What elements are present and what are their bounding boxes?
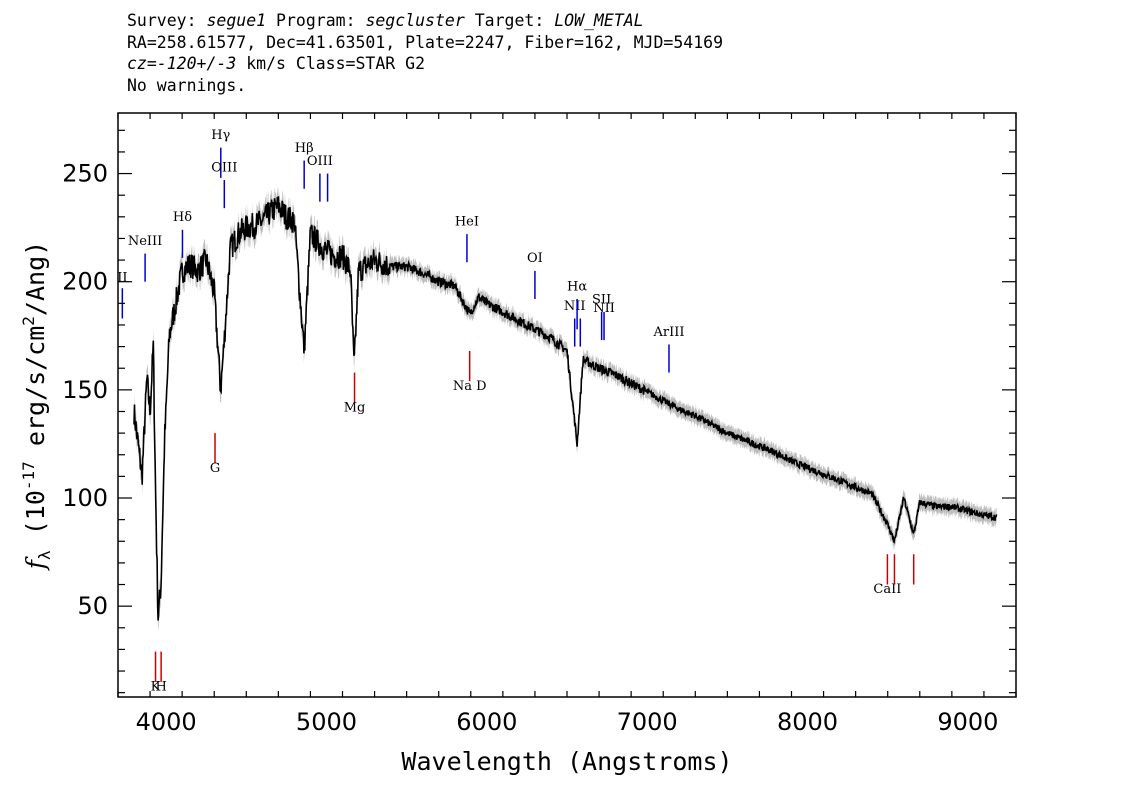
redshift-value: cz=-120+/-3: [127, 54, 237, 73]
emission-label-oiii: OIII: [307, 154, 333, 169]
spectrum-header: Survey: segue1 Program: segcluster Targe…: [127, 10, 723, 96]
absorption-label-k: K: [151, 680, 161, 695]
absorption-label-h: H: [155, 680, 166, 695]
y-axis-label-exp2: 2: [19, 316, 38, 326]
y-tick-label: 250: [62, 160, 108, 188]
x-tick-label: 9000: [937, 708, 998, 736]
y-tick-label: 200: [62, 268, 108, 296]
y-axis-label-close: /Ang): [21, 241, 50, 316]
emission-label-oi: OI: [527, 251, 543, 266]
emission-label-hei: HeI: [455, 214, 479, 229]
error-band-layer: [134, 185, 997, 632]
plot-frame: [117, 112, 1017, 698]
header-line-4: No warnings.: [127, 75, 247, 95]
x-tick-label: 5000: [296, 708, 357, 736]
x-tick-label: 7000: [617, 708, 678, 736]
emission-label-sii: SII: [592, 292, 611, 307]
y-axis-label-sub: λ: [35, 550, 54, 560]
x-tick-label: 8000: [777, 708, 838, 736]
survey-value: segue1: [206, 11, 267, 30]
emission-label-neiii: NeIII: [128, 234, 162, 249]
header-line-1: Survey: segue1 Program: segcluster Targe…: [127, 10, 723, 32]
emission-label-sii: NII: [593, 301, 615, 316]
header-line-3: cz=-120+/-3 km/s Class=STAR G2: [127, 53, 723, 75]
emission-label-ariii: ArIII: [652, 325, 684, 340]
absorption-label-mg: Mg: [344, 400, 366, 415]
header-line-2: RA=258.61577, Dec=41.63501, Plate=2247, …: [127, 32, 724, 52]
spectrum-layer: [133, 196, 998, 621]
emission-label-sii: II: [117, 271, 127, 286]
emission-label-nii: NII: [564, 299, 586, 314]
x-axis-label: Wavelength (Angstroms): [401, 747, 732, 776]
y-axis-label-open: (10: [21, 490, 50, 550]
ticks-layer: 4000 5000 6000 7000 8000 9000 50 100 150 200 250: [62, 113, 1017, 736]
target-value: LOW_METAL: [554, 11, 644, 30]
y-axis-label-mid: erg/s/cm: [21, 326, 50, 461]
error-band: [134, 185, 997, 632]
emission-label-hbeta: Hβ: [295, 141, 314, 156]
y-tick-label: 50: [77, 592, 108, 620]
x-tick-label: 4000: [136, 708, 197, 736]
survey-label: Survey:: [127, 11, 207, 30]
y-axis-label-exp: -17: [19, 461, 38, 490]
absorption-label-caii: CaII: [873, 582, 901, 597]
emission-label-hgamma: Hγ: [211, 128, 230, 143]
class-value: km/s Class=STAR G2: [236, 54, 426, 73]
target-label: Target:: [464, 11, 555, 30]
y-tick-label: 100: [62, 484, 108, 512]
emission-label-hdelta: Hδ: [173, 210, 192, 225]
program-value: segcluster: [365, 11, 465, 30]
x-tick-label: 6000: [456, 708, 517, 736]
absorption-label-g: G: [210, 461, 220, 476]
spectral-lines-layer: IINeIIIHδHγOIIIHβOIIIHeIOINIIHαSIINIIArI…: [117, 128, 915, 695]
y-axis-label: fλ (10-17 erg/s/cm2/Ang): [19, 241, 54, 571]
spectrum-line: [133, 196, 998, 621]
emission-label-oiii: OIII: [211, 160, 237, 175]
y-tick-label: 150: [62, 376, 108, 404]
emission-label-halpha: Hα: [567, 279, 587, 294]
y-axis-label-f: f: [21, 556, 50, 571]
program-label: Program:: [266, 11, 366, 30]
absorption-label-nad: Na D: [453, 379, 487, 394]
